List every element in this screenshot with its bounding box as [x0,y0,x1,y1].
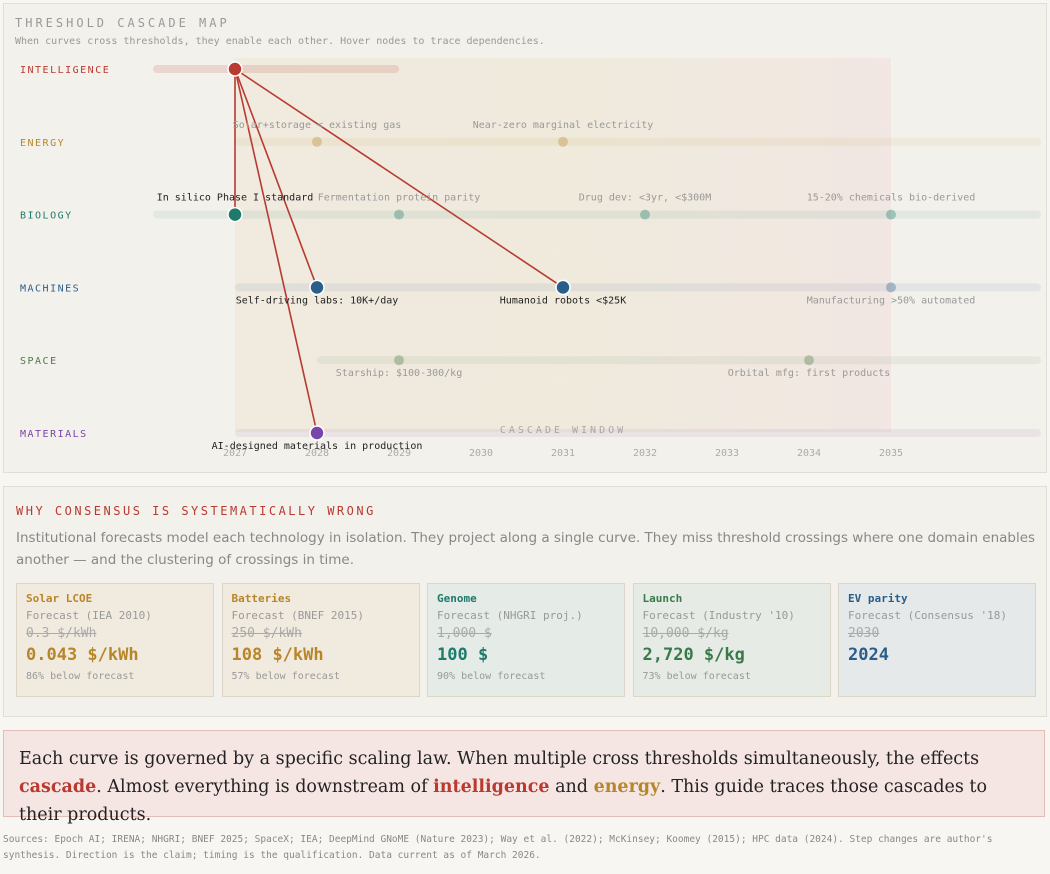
node [640,209,650,220]
forecast-card: Launch Forecast (Industry '10) 10,000 $/kg… [632,583,831,697]
callout-text: Each curve is governed by a specific sca… [19,749,980,769]
forecast-card: EV parity Forecast (Consensus '18) 2030 202… [838,583,1036,697]
card-note: 73% below forecast [642,671,751,682]
node [309,279,325,296]
callout-emphasis: intelligence [433,777,550,797]
callout-text: . Almost everything is downstream of [96,777,434,797]
card-title: Batteries [231,592,292,605]
node-label: Humanoid robots <$25K [500,295,626,306]
dependency-link [234,68,564,289]
year-label: 2028 [305,448,329,459]
card-forecast: 2030 [848,626,880,641]
map-title: THRESHOLD CASCADE MAP [15,16,230,30]
row-label: MATERIALS [20,429,88,440]
forecast-card: Batteries Forecast (BNEF 2015) 250 $/kWh 10… [221,583,420,697]
node-label: Manufacturing >50% automated [807,295,976,306]
card-source: Forecast (Consensus '18) [848,609,1007,622]
year-label: 2029 [387,448,411,459]
dependency-link [234,68,318,434]
year-label: 2027 [223,448,247,459]
row-track [235,429,1041,437]
cascade-map: THRESHOLD CASCADE MAP When curves cross … [15,16,1041,459]
row-track [153,210,1041,219]
card-actual: 2,720 $/kg [642,645,745,665]
forecast-card: Solar LCOE Forecast (IEA 2010) 0.3 $/kWh 0.… [16,583,214,697]
card-note: 57% below forecast [231,671,340,682]
row-track [235,137,1041,146]
dependency-link [234,68,318,288]
callout-emphasis: cascade [19,777,97,797]
year-label: 2034 [797,448,821,459]
card-forecast: 250 $/kWh [231,626,302,641]
node [227,61,243,77]
year-label: 2030 [469,448,493,459]
row-track [235,283,1041,292]
card-source: Forecast (IEA 2010) [26,609,152,622]
node-label: AI-designed materials in production [212,441,423,452]
node [312,136,322,147]
card-source: Forecast (BNEF 2015) [231,609,364,622]
year-label: 2032 [633,448,657,459]
card-forecast: 0.3 $/kWh [26,626,97,641]
node [227,206,243,223]
node [555,279,571,296]
node-label: Fermentation protein parity [318,193,481,204]
node [558,136,568,147]
consensus-title: WHY CONSENSUS IS SYSTEMATICALLY WRONG [16,504,376,518]
row-track [317,356,1041,365]
node [886,282,896,293]
window-label: CASCADE WINDOW [500,425,626,436]
card-note: 86% below forecast [26,671,135,682]
sources: Sources: Epoch AI; IRENA; NHGRI; BNEF 20… [3,834,993,861]
forecast-card: Genome Forecast (NHGRI proj.) 1,000 $ 100 $… [427,583,625,697]
node-label: Orbital mfg: first products [728,368,891,379]
node [309,425,325,441]
card-forecast: 1,000 $ [437,626,492,641]
year-label: 2031 [551,448,575,459]
row-label: BIOLOGY [20,211,73,222]
consensus-text: Institutional forecasts model each techn… [16,530,1036,568]
node-label: Near-zero marginal electricity [473,120,654,131]
card-actual: 0.043 $/kWh [26,645,139,665]
card-source: Forecast (NHGRI proj.) [437,609,583,622]
callout-text: and [549,777,594,797]
year-label: 2035 [879,448,903,459]
consensus-panel: WHY CONSENSUS IS SYSTEMATICALLY WRONG In… [3,486,1047,717]
card-title: Solar LCOE [26,592,93,605]
node [804,355,814,366]
node-label: Starship: $100-300/kg [336,368,462,379]
callout-emphasis: energy [593,777,661,797]
node-label: In silico Phase I standard [157,193,314,204]
node-label: Self-driving labs: 10K+/day [236,295,399,306]
row-track [153,65,399,73]
card-forecast: 10,000 $/kg [642,626,729,641]
map-subtitle: When curves cross thresholds, they enabl… [15,36,545,47]
node [394,209,404,220]
map-panel: THRESHOLD CASCADE MAP When curves cross … [3,3,1047,473]
cascade-window [235,58,891,432]
row-label: ENERGY [20,138,65,149]
node-label: Drug dev: <3yr, <$300M [579,193,711,204]
card-title: EV parity [848,592,908,605]
card-source: Forecast (Industry '10) [642,609,795,622]
node [886,209,896,220]
card-actual: 100 $ [437,645,489,665]
row-label: SPACE [20,356,58,367]
callout: Each curve is governed by a specific sca… [3,730,1045,825]
card-note: 90% below forecast [437,671,546,682]
node-label: 15-20% chemicals bio-derived [807,193,976,204]
node [394,355,404,366]
row-label: INTELLIGENCE [20,65,110,76]
card-title: Genome [437,592,477,605]
card-title: Launch [642,592,683,605]
row-label: MACHINES [20,283,80,294]
year-label: 2033 [715,448,739,459]
card-actual: 108 $/kWh [231,645,324,665]
callout-text: . This guide traces those cascades to th… [19,777,987,825]
card-actual: 2024 [848,645,889,665]
node-label: Solar+storage < existing gas [233,120,402,131]
